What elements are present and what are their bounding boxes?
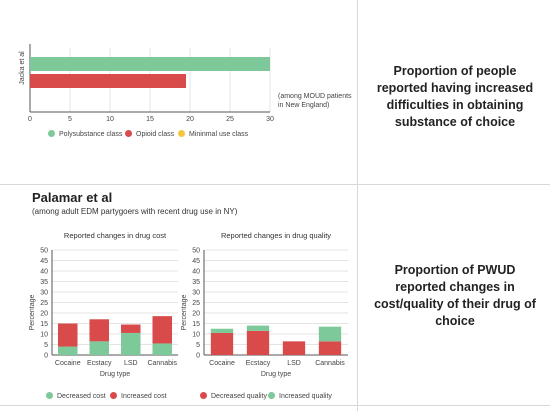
bar-cannabis-increased-quality	[318, 326, 342, 342]
bar-opioid-class	[30, 74, 186, 88]
y-tick-label: 35	[192, 279, 200, 286]
legend-increased-cost: Increased cost	[110, 392, 167, 400]
y-tick-label: 15	[192, 321, 200, 328]
x-tick-label: 10	[106, 116, 114, 123]
y-tick-label: 40	[40, 269, 48, 276]
y-tick-label: 20	[40, 311, 48, 318]
y-tick-label: 45	[40, 258, 48, 265]
legend-label: Increased quality	[279, 393, 332, 400]
chart-annotation: (among MOUD patients in New England)	[278, 93, 352, 109]
legend-label: Polysubstance class	[59, 131, 123, 138]
bar-cannabis-decreased-quality	[318, 341, 342, 355]
legend-decreased-quality: Decreased quality	[200, 392, 267, 400]
y-axis-label: Percentage	[29, 294, 36, 330]
legend-label: Decreased cost	[57, 393, 106, 400]
x-tick-label: 5	[68, 116, 72, 123]
y-tick-label: 5	[196, 342, 200, 349]
bar-ecstacy-increased-quality	[246, 325, 270, 331]
y-tick-label: 30	[40, 290, 48, 297]
legend-dot-green	[268, 392, 275, 399]
y-tick-label: 20	[192, 311, 200, 318]
bottom-side-text: Proportion of PWUD reported changes in c…	[374, 263, 536, 328]
bar-ecstacy-increased-cost	[89, 319, 110, 342]
legend-dot-red	[110, 392, 117, 399]
bar-lsd-decreased-quality	[282, 341, 306, 355]
legend-increased-quality: Increased quality	[268, 392, 332, 400]
y-tick-label: 0	[196, 353, 200, 360]
legend-dot-green	[46, 392, 53, 399]
x-tick-label: 15	[146, 116, 154, 123]
bar-polysubstance-class	[30, 57, 270, 71]
y-tick-label: 35	[40, 279, 48, 286]
section-title: Palamar et al	[32, 190, 113, 205]
section-subtitle: (among adult EDM partygoers with recent …	[32, 207, 238, 216]
y-tick-label: 10	[40, 332, 48, 339]
x-tick-label: Cannabis	[147, 360, 177, 367]
bar-cocaine-increased-quality	[210, 328, 234, 333]
y-tick-label: 0	[44, 353, 48, 360]
x-tick-label: Ecstacy	[87, 360, 112, 367]
legend-polysubstance: Polysubstance class	[48, 130, 122, 138]
bar-cannabis-increased-cost	[152, 316, 173, 344]
bar-cannabis-decreased-cost	[152, 343, 173, 355]
x-tick-label: Cannabis	[315, 360, 345, 367]
bar-lsd-decreased-cost	[120, 332, 141, 355]
x-axis-label: Drug type	[261, 371, 291, 378]
x-tick-label: Cocaine	[55, 360, 81, 367]
bar-cocaine-decreased-quality	[210, 332, 234, 355]
y-tick-label: 50	[192, 248, 200, 255]
bar-ecstacy-decreased-quality	[246, 330, 270, 355]
legend-label: Increased cost	[121, 393, 167, 400]
bar-ecstacy-decreased-cost	[89, 341, 110, 355]
jacka-horizontal-bar-chart: 0 5 10 15 20 25 30 Jacka et al	[19, 44, 274, 123]
bar-cocaine-decreased-cost	[57, 346, 78, 355]
chart-title: Reported changes in drug quality	[221, 231, 331, 240]
bottom-divider	[0, 405, 550, 406]
top-side-text: Proportion of people reported having inc…	[376, 64, 534, 129]
legend-label: Decreased quality	[211, 393, 268, 400]
x-tick-label: 30	[266, 116, 274, 123]
y-tick-label: 30	[192, 290, 200, 297]
legend-label: Opioid class	[136, 131, 175, 138]
legend-dot-green	[48, 130, 55, 137]
x-tick-label: 0	[28, 116, 32, 123]
legend-dot-yellow	[178, 130, 185, 137]
y-tick-label: 45	[192, 258, 200, 265]
x-axis-label: Drug type	[100, 371, 130, 378]
x-tick-label: Cocaine	[209, 360, 235, 367]
legend-opioid: Opioid class	[125, 130, 174, 138]
legend-decreased-cost: Decreased cost	[46, 392, 106, 400]
vertical-divider	[357, 0, 358, 411]
y-tick-label: 50	[40, 248, 48, 255]
legend-dot-red	[200, 392, 207, 399]
y-tick-label: 25	[40, 300, 48, 307]
category-label: Jacka et al	[19, 51, 26, 85]
bar-cocaine-increased-cost	[57, 323, 78, 347]
x-tick-label: Ecstacy	[246, 360, 271, 367]
cost-stacked-bar-chart: Reported changes in drug cost 0 5 10 15 20 25 3…	[29, 231, 178, 378]
y-tick-label: 10	[192, 332, 200, 339]
x-tick-label: 25	[226, 116, 234, 123]
y-tick-label: 5	[44, 342, 48, 349]
x-tick-label: 20	[186, 116, 194, 123]
bar-lsd-increased-cost	[120, 324, 141, 333]
horizontal-divider	[0, 184, 550, 185]
y-tick-label: 25	[192, 300, 200, 307]
y-axis-label: Percentage	[181, 294, 188, 330]
x-tick-label: LSD	[124, 360, 138, 367]
x-tick-label: LSD	[287, 360, 301, 367]
chart-title: Reported changes in drug cost	[64, 231, 167, 240]
legend-label: Mininmal use class	[189, 131, 249, 138]
legend-dot-red	[125, 130, 132, 137]
quality-stacked-bar-chart: Reported changes in drug quality 0 5 10 15 20…	[181, 231, 348, 378]
y-tick-label: 40	[192, 269, 200, 276]
y-tick-label: 15	[40, 321, 48, 328]
legend-minimal: Mininmal use class	[178, 130, 248, 138]
